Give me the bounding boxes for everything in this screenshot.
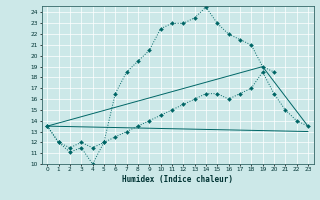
X-axis label: Humidex (Indice chaleur): Humidex (Indice chaleur) bbox=[122, 175, 233, 184]
